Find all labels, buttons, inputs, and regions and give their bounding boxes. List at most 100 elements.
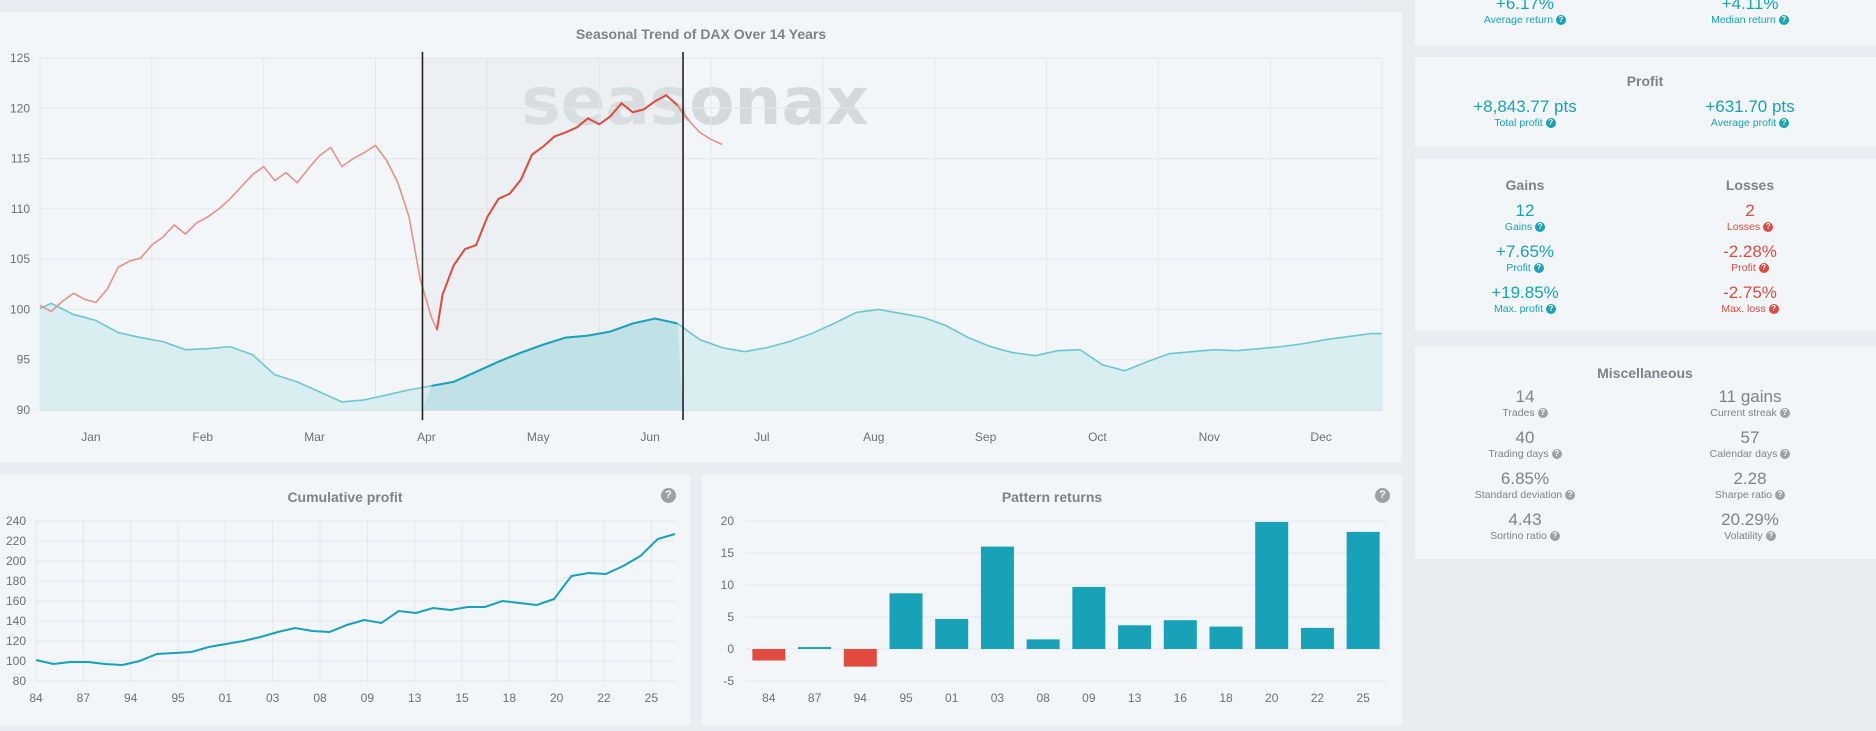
return-bar (1072, 586, 1106, 649)
gains-profit-value: +7.65% (1495, 242, 1555, 261)
x-tick-label: 87 (77, 691, 91, 705)
misc-stat-value: 4.43 (1508, 510, 1542, 529)
x-tick-label: 20 (1265, 691, 1279, 705)
cumulative-profit-line (35, 533, 676, 667)
help-icon[interactable]: ? (1535, 222, 1546, 233)
help-icon[interactable]: ? (1537, 408, 1548, 419)
gains-losses-card: Gains Losses 12 Gains? 2 Losses? +7.65% … (1415, 159, 1876, 331)
help-icon[interactable]: ? (1546, 304, 1556, 315)
gains-title: Gains (1505, 177, 1545, 193)
x-tick-label: 18 (1219, 691, 1233, 705)
x-tick-label: Mar (304, 430, 325, 444)
y-tick-label: 80 (13, 674, 27, 688)
misc-stat: 2.28 Sharpe ratio? (1640, 469, 1860, 502)
help-icon[interactable]: ? (1545, 118, 1556, 129)
misc-stat-label: Sortino ratio (1490, 530, 1547, 542)
x-tick-label: 22 (1311, 691, 1325, 705)
misc-stat-label: Standard deviation (1474, 489, 1563, 501)
help-icon[interactable]: ? (1779, 118, 1790, 129)
x-tick-label: 03 (991, 691, 1005, 705)
y-tick-label: 10 (721, 578, 735, 592)
seasonal-line-window (431, 317, 678, 387)
x-tick-label: 20 (550, 691, 564, 705)
return-bar (1118, 625, 1152, 649)
help-icon[interactable]: ? (1763, 222, 1774, 233)
help-icon[interactable]: ? (1549, 531, 1560, 542)
help-icon[interactable]: ? (1533, 263, 1544, 274)
return-bar (798, 647, 832, 649)
return-bar (1026, 639, 1060, 649)
x-tick-label: 18 (503, 691, 517, 705)
x-tick-label: Nov (1199, 430, 1220, 444)
misc-stat-label: Volatility (1724, 530, 1763, 542)
x-tick-label: 08 (1036, 691, 1050, 705)
y-tick-label: 110 (11, 202, 30, 216)
x-tick-label: 01 (945, 691, 959, 705)
misc-stat-label: Calendar days (1709, 448, 1778, 460)
x-tick-label: 03 (266, 691, 280, 705)
return-bar (1300, 627, 1334, 649)
y-tick-label: -5 (723, 674, 734, 688)
help-icon[interactable]: ? (1551, 449, 1562, 460)
average-return-value: +6.17% (1495, 0, 1555, 13)
help-icon[interactable]: ? (1778, 15, 1789, 26)
miscellaneous-card: Miscellaneous 14 Trades? 11 gains Current s… (1415, 347, 1876, 559)
y-tick-label: 240 (6, 514, 26, 528)
return-bar (889, 593, 923, 649)
y-tick-label: 15 (721, 546, 735, 560)
pattern-help-icon[interactable]: ? (1375, 488, 1390, 503)
help-icon[interactable]: ? (1775, 490, 1786, 501)
help-icon[interactable]: ? (1758, 263, 1769, 274)
misc-stat: 11 gains Current streak? (1640, 387, 1860, 420)
misc-stat-value: 2.28 (1733, 469, 1767, 488)
x-tick-label: 94 (124, 691, 138, 705)
x-tick-label: 25 (645, 691, 659, 705)
y-tick-label: 115 (11, 152, 30, 166)
misc-stat-label: Sharpe ratio (1714, 489, 1773, 501)
x-tick-label: 09 (361, 691, 375, 705)
y-tick-label: 105 (10, 252, 30, 266)
y-tick-label: 120 (10, 101, 30, 115)
help-icon[interactable]: ? (1780, 449, 1791, 460)
y-tick-label: 0 (727, 642, 734, 656)
losses-title: Losses (1725, 177, 1775, 193)
misc-stat-value: 6.85% (1500, 469, 1550, 488)
return-bar (1346, 531, 1380, 649)
help-icon[interactable]: ? (1565, 490, 1576, 501)
profit-card: Profit +8,843.77 pts Total profit? +631.… (1415, 57, 1876, 147)
cumulative-help-icon[interactable]: ? (661, 488, 676, 503)
x-tick-label: 22 (597, 691, 611, 705)
help-icon[interactable]: ? (1779, 408, 1790, 419)
return-bar (1209, 626, 1243, 649)
total-profit-label: Total profit (1494, 117, 1543, 129)
help-icon[interactable]: ? (1768, 304, 1779, 315)
misc-stat-value: 40 (1515, 428, 1535, 447)
x-tick-label: Sep (975, 430, 997, 444)
return-bar (980, 546, 1014, 649)
cumulative-profit-title: Cumulative profit (287, 489, 403, 505)
y-tick-label: 95 (17, 353, 31, 367)
max-profit-label: Max. profit (1493, 303, 1543, 315)
returns-summary-card: +6.17% Average return? +4.11% Median ret… (1415, 0, 1876, 45)
x-tick-label: Jul (754, 430, 769, 444)
median-return-label: Median return (1711, 14, 1776, 26)
misc-stat: 4.43 Sortino ratio? (1415, 510, 1635, 543)
x-tick-label: Aug (863, 430, 884, 444)
x-tick-label: Jan (81, 430, 100, 444)
y-tick-label: 5 (727, 610, 734, 624)
misc-stat: 57 Calendar days? (1640, 428, 1860, 461)
x-tick-label: 13 (408, 691, 422, 705)
y-tick-label: 220 (6, 534, 26, 548)
x-tick-label: Oct (1088, 430, 1107, 444)
help-icon[interactable]: ? (1556, 15, 1567, 26)
return-bar (1255, 521, 1289, 649)
help-icon[interactable]: ? (1765, 531, 1776, 542)
average-profit-value: +631.70 pts (1705, 97, 1795, 116)
profit-title: Profit (1626, 73, 1664, 89)
return-bar (1163, 620, 1197, 649)
x-tick-label: May (527, 430, 550, 444)
misc-stat-value: 11 gains (1718, 387, 1782, 406)
